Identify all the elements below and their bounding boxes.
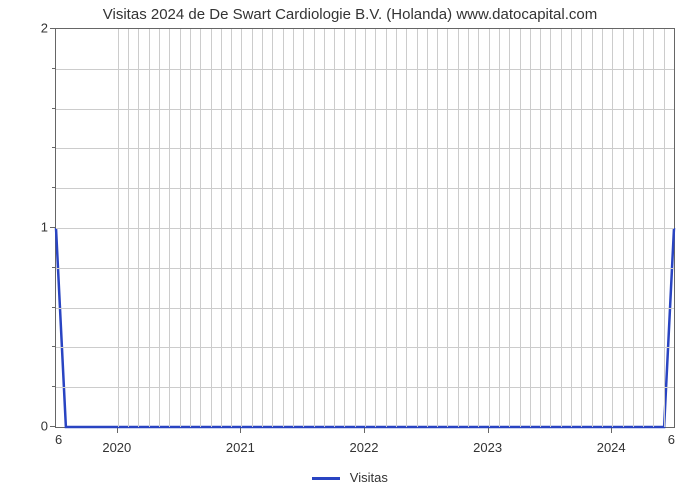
y-minor-tick <box>52 267 55 268</box>
x-tick-mark <box>364 428 365 433</box>
y-minor-tick <box>52 386 55 387</box>
y-minor-tick <box>52 147 55 148</box>
y-tick-label: 0 <box>8 419 48 434</box>
plot-area <box>55 28 675 428</box>
legend-label: Visitas <box>350 470 388 485</box>
y-minor-tick <box>52 108 55 109</box>
x-tick-mark <box>240 428 241 433</box>
x-tick-mark <box>611 428 612 433</box>
x-tick-label: 2020 <box>102 440 131 455</box>
y-minor-tick <box>52 307 55 308</box>
grid-h <box>56 268 674 269</box>
grid-h <box>56 69 674 70</box>
bottom-left-num: 6 <box>55 432 62 442</box>
y-tick-label: 1 <box>8 220 48 235</box>
grid-h <box>56 308 674 309</box>
y-minor-tick <box>52 187 55 188</box>
grid-h <box>56 148 674 149</box>
x-tick-mark <box>488 428 489 433</box>
y-minor-tick <box>52 68 55 69</box>
x-tick-label: 2022 <box>350 440 379 455</box>
legend: Visitas <box>0 470 700 485</box>
x-tick-label: 2024 <box>597 440 626 455</box>
y-tick-mark <box>50 227 55 228</box>
grid-h <box>56 347 674 348</box>
y-tick-label: 2 <box>8 21 48 36</box>
y-minor-tick <box>52 346 55 347</box>
y-tick-mark <box>50 426 55 427</box>
chart-title: Visitas 2024 de De Swart Cardiologie B.V… <box>0 6 700 23</box>
bottom-right-num: 6 <box>668 432 675 442</box>
x-tick-label: 2023 <box>473 440 502 455</box>
x-tick-mark <box>117 428 118 433</box>
x-tick-label: 2021 <box>226 440 255 455</box>
grid-h <box>56 188 674 189</box>
grid-h <box>56 387 674 388</box>
legend-swatch <box>312 477 340 480</box>
y-tick-mark <box>50 28 55 29</box>
grid-h <box>56 228 674 229</box>
grid-h <box>56 109 674 110</box>
chart-container: Visitas 2024 de De Swart Cardiologie B.V… <box>0 0 700 500</box>
